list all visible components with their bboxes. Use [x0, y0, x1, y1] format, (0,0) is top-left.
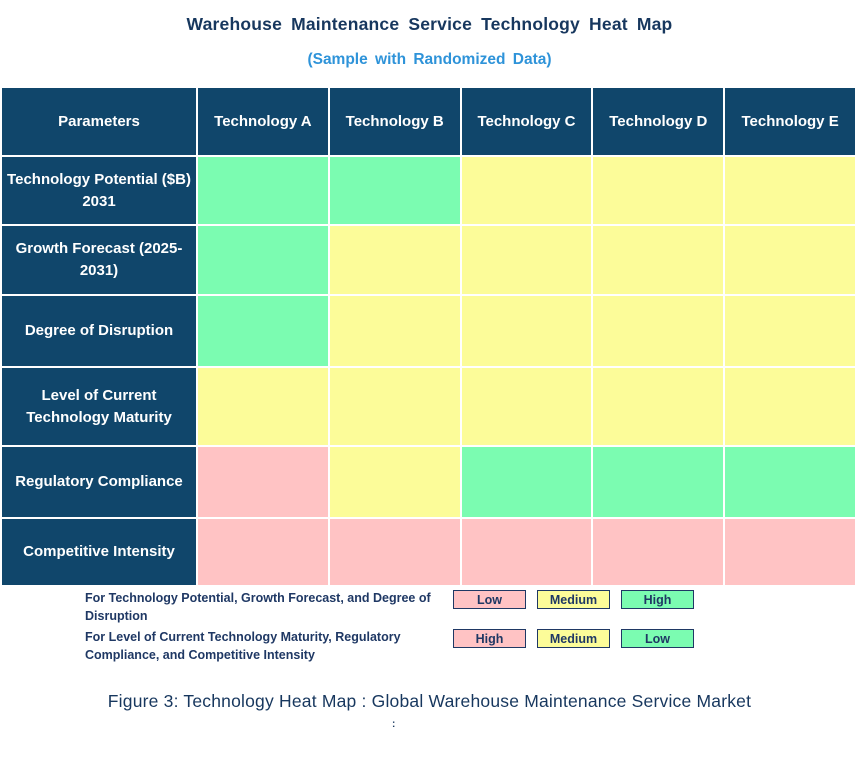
- heatmap-cell-r1-c2-green: [329, 157, 460, 224]
- heatmap-cell-r1-c1-green: [198, 157, 328, 224]
- row-label: Degree of Disruption: [2, 296, 196, 366]
- legend-swatch-medium-yellow: Medium: [537, 629, 610, 648]
- heatmap-cell-r4-c4-yellow: [593, 368, 724, 445]
- legend-swatch-high-pink: High: [453, 629, 526, 648]
- column-header-technology-c: Technology C: [461, 88, 592, 155]
- heatmap-cell-r5-c5-green: [725, 447, 855, 517]
- footnote-mark: :: [392, 719, 396, 730]
- column-header-technology-a: Technology A: [198, 88, 328, 155]
- heatmap-cell-r5-c1-pink: [198, 447, 328, 517]
- heatmap-cell-r5-c3-green: [461, 447, 592, 517]
- figure-caption: Figure 3: Technology Heat Map : Global W…: [107, 691, 752, 711]
- heatmap-cell-r1-c4-yellow: [593, 157, 724, 224]
- row-label: Regulatory Compliance: [2, 447, 196, 517]
- heatmap-cell-r1-c3-yellow: [461, 157, 592, 224]
- heatmap-cell-r4-c1-yellow: [198, 368, 328, 445]
- legend-swatch-low-pink: Low: [453, 590, 526, 609]
- figure-title: Warehouse Maintenance Service Technology…: [186, 14, 673, 34]
- legend-swatch-high-green: High: [621, 590, 694, 609]
- column-header-technology-b: Technology B: [329, 88, 460, 155]
- heatmap-cell-r5-c2-yellow: [329, 447, 460, 517]
- heatmap-cell-r4-c5-yellow: [725, 368, 855, 445]
- heatmap-cell-r6-c2-pink: [329, 519, 460, 585]
- heatmap-cell-r3-c5-yellow: [725, 296, 855, 366]
- heatmap-cell-r2-c1-green: [198, 226, 328, 294]
- heatmap-cell-r3-c3-yellow: [461, 296, 592, 366]
- heatmap-cell-r6-c1-pink: [198, 519, 328, 585]
- row-label: Level of Current Technology Maturity: [2, 368, 196, 445]
- heatmap-cell-r6-c5-pink: [725, 519, 855, 585]
- heatmap-cell-r2-c5-yellow: [725, 226, 855, 294]
- legend-swatches: Low Medium High: [453, 590, 694, 609]
- heatmap-cell-r4-c3-yellow: [461, 368, 592, 445]
- figure-subtitle: (Sample with Randomized Data): [307, 51, 552, 68]
- heatmap-cell-r3-c4-yellow: [593, 296, 724, 366]
- heatmap-cell-r5-c4-green: [593, 447, 724, 517]
- heatmap-cell-r1-c5-yellow: [725, 157, 855, 224]
- heatmap-cell-r6-c4-pink: [593, 519, 724, 585]
- row-label: Growth Forecast (2025-2031): [2, 226, 196, 294]
- heatmap-cell-r3-c1-green: [198, 296, 328, 366]
- heatmap-cell-r2-c2-yellow: [329, 226, 460, 294]
- column-header-parameters: Parameters: [2, 88, 196, 155]
- heatmap-cell-r2-c3-yellow: [461, 226, 592, 294]
- legend-text: For Level of Current Technology Maturity…: [85, 630, 401, 663]
- legend-swatch-low-green: Low: [621, 629, 694, 648]
- row-label: Technology Potential ($B) 2031: [2, 157, 196, 224]
- heatmap-cell-r2-c4-yellow: [593, 226, 724, 294]
- legend-swatches: High Medium Low: [453, 629, 694, 648]
- heatmap-cell-r4-c2-yellow: [329, 368, 460, 445]
- column-header-technology-d: Technology D: [593, 88, 724, 155]
- row-label: Competitive Intensity: [2, 519, 196, 585]
- heatmap-cell-r6-c3-pink: [461, 519, 592, 585]
- heatmap-cell-r3-c2-yellow: [329, 296, 460, 366]
- column-header-technology-e: Technology E: [725, 88, 855, 155]
- legend-swatch-medium-yellow: Medium: [537, 590, 610, 609]
- legend-text: For Technology Potential, Growth Forecas…: [85, 591, 431, 624]
- heatmap-table: Parameters Technology A Technology B Techno…: [2, 88, 855, 585]
